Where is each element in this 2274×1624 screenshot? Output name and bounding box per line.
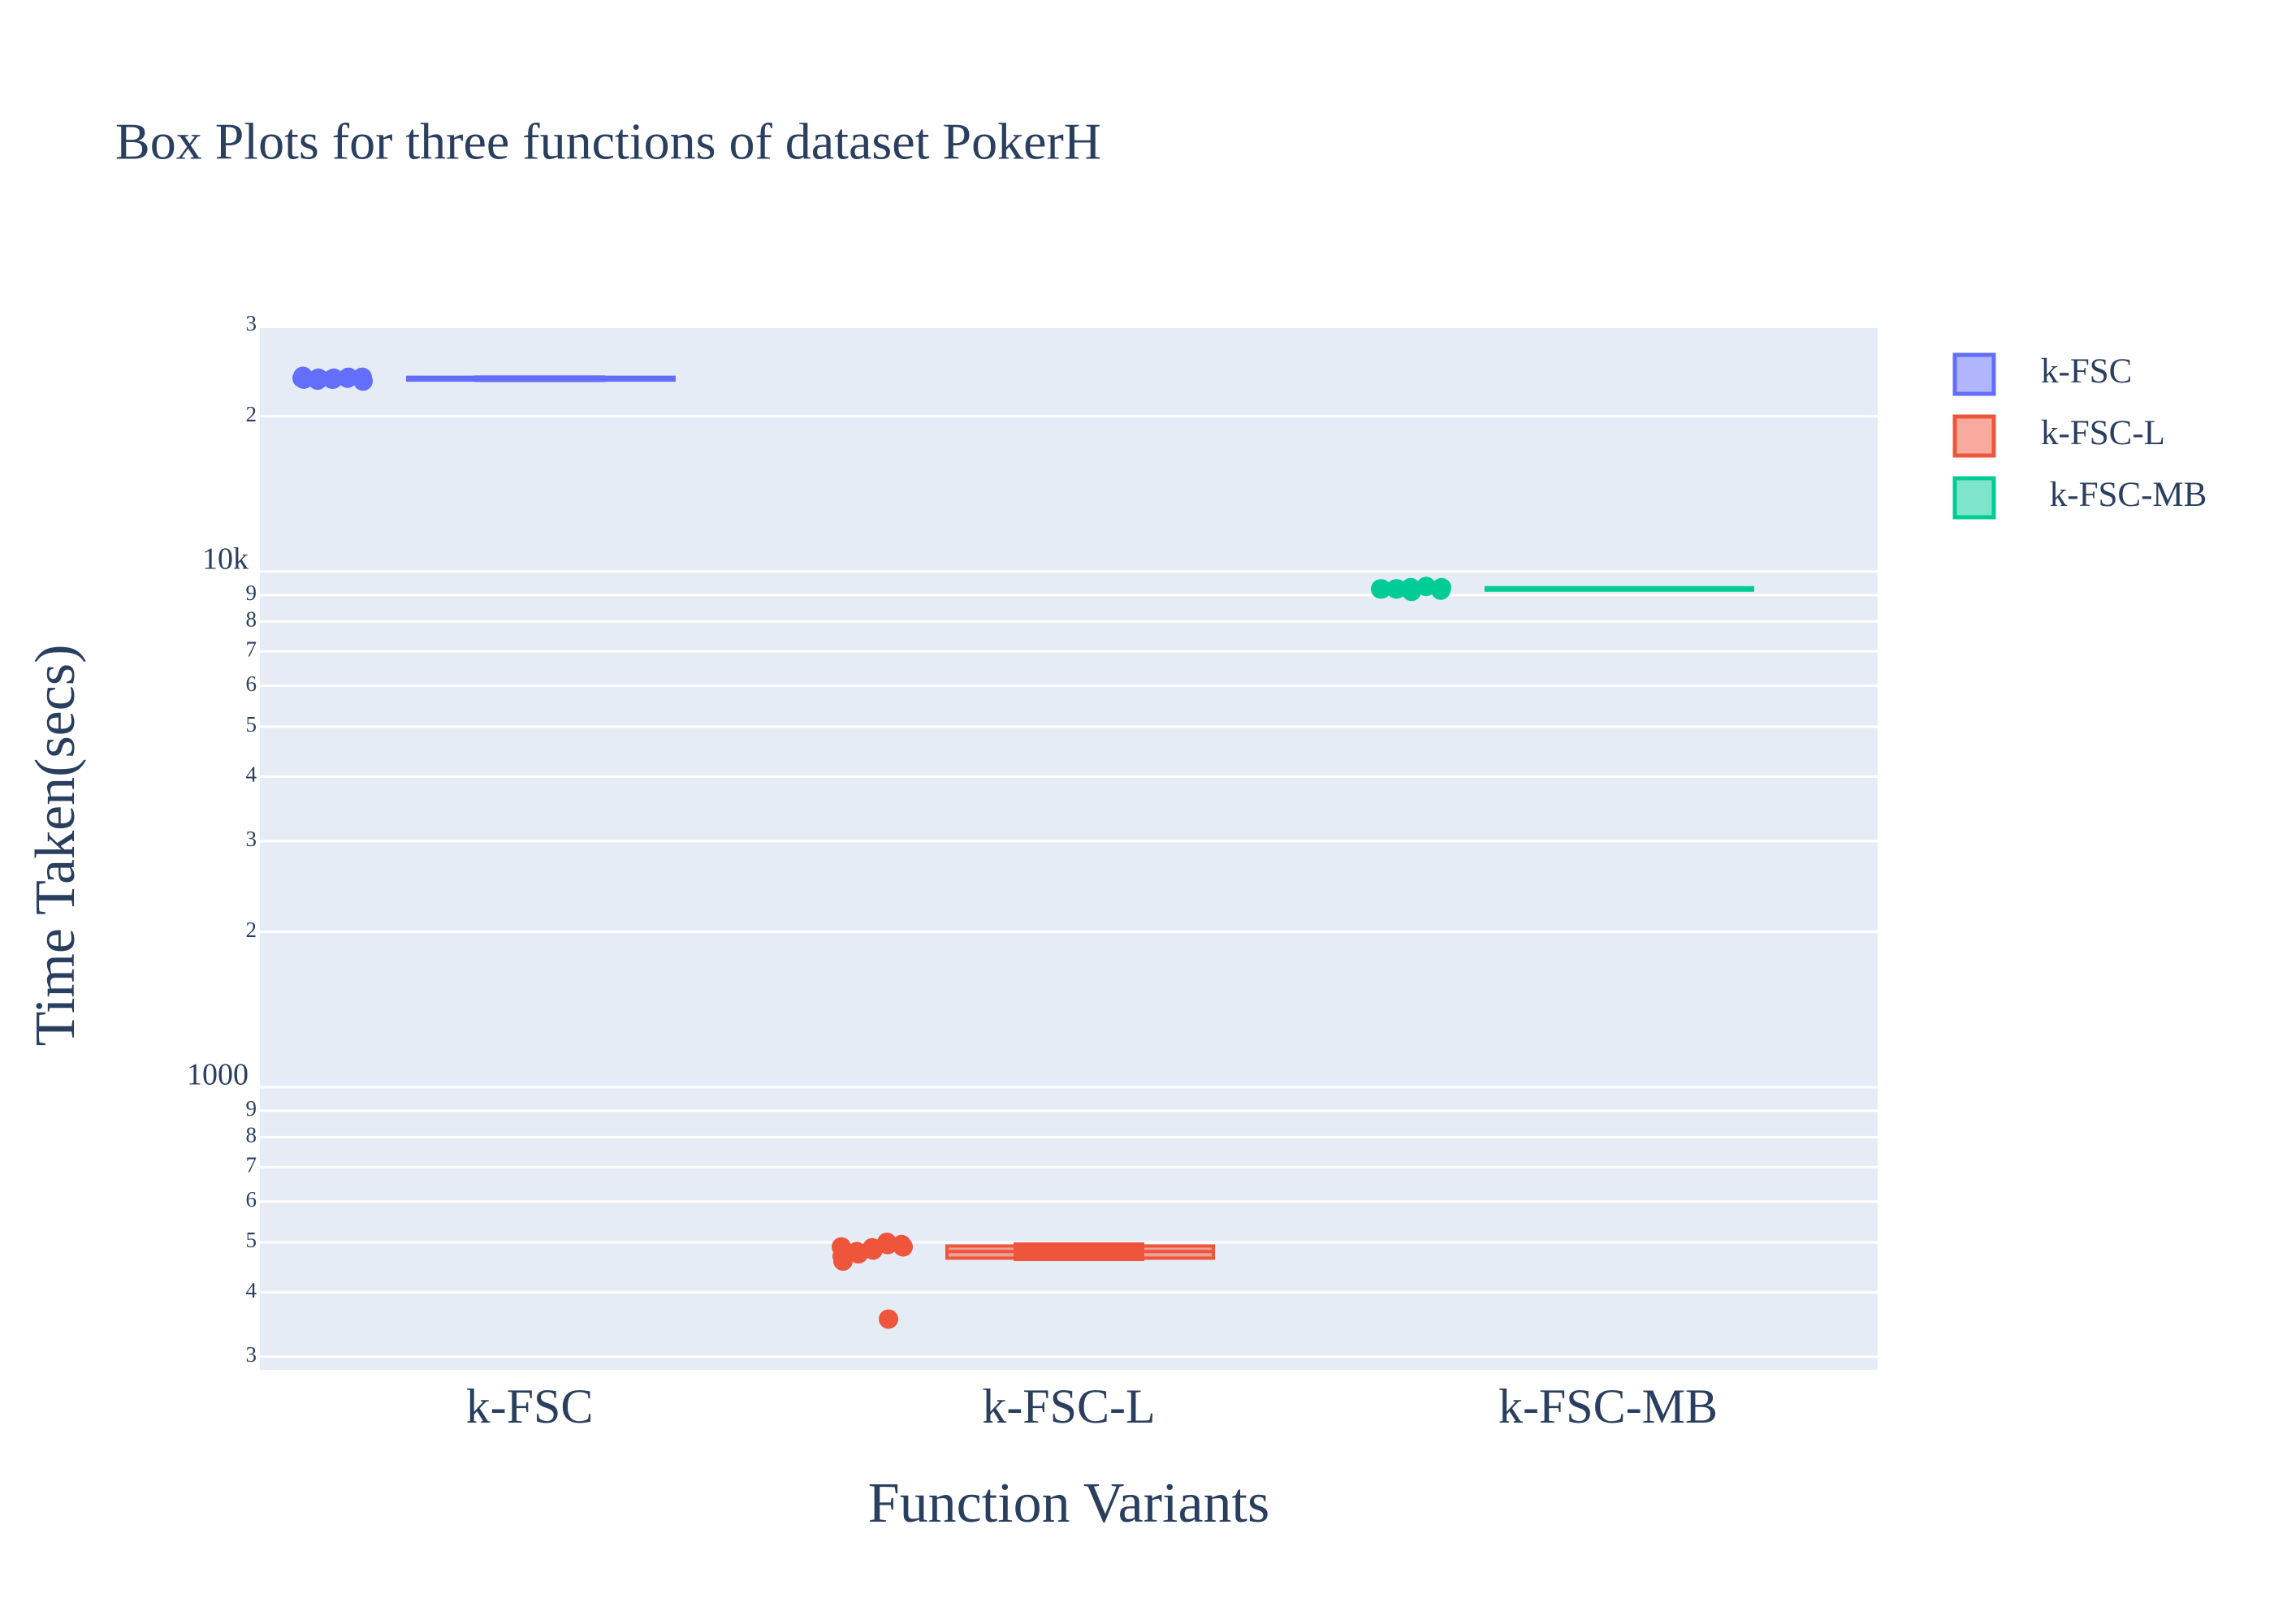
- y-tick-label: 10k: [202, 542, 249, 576]
- data-point: [833, 1251, 853, 1272]
- legend-label: k-FSC-MB: [2041, 476, 2207, 514]
- data-point: [1432, 577, 1451, 598]
- x-axis-title: Function Variants: [868, 1472, 1270, 1535]
- data-point: [324, 368, 344, 388]
- data-point: [879, 1309, 898, 1329]
- y-tick-label: 5: [246, 712, 257, 736]
- y-tick-label: 4: [246, 1278, 257, 1302]
- data-point: [309, 368, 328, 388]
- data-point: [294, 369, 313, 389]
- x-tick-label: k-FSC-L: [982, 1380, 1155, 1433]
- y-tick-label: 8: [246, 1123, 257, 1147]
- legend-swatch: [1952, 476, 1996, 520]
- data-point: [1402, 581, 1421, 602]
- data-point: [1372, 579, 1391, 599]
- y-tick-label: 9: [246, 1096, 257, 1121]
- data-point: [339, 367, 358, 387]
- data-point: [849, 1244, 868, 1264]
- data-point: [893, 1237, 913, 1257]
- y-tick-label: 6: [246, 672, 257, 696]
- y-tick-label: 2: [246, 402, 257, 426]
- y-axis-title: Time Taken(secs): [24, 645, 87, 1047]
- y-tick-label: 3: [246, 311, 257, 335]
- data-point: [1387, 579, 1407, 599]
- x-tick-label: k-FSC: [466, 1380, 594, 1433]
- y-tick-label: 8: [246, 607, 257, 632]
- data-point: [353, 371, 373, 391]
- y-tick-label: 6: [246, 1187, 257, 1212]
- data-point: [863, 1240, 883, 1260]
- y-tick-label: 3: [246, 827, 257, 851]
- y-tick-label: 3: [246, 1342, 257, 1367]
- y-tick-label: 4: [246, 762, 257, 787]
- chart-title: Box Plots for three functions of dataset…: [115, 113, 1101, 171]
- legend-label: k-FSC-L: [2041, 414, 2165, 452]
- plot-area: [260, 328, 1878, 1370]
- y-tick-label: 7: [246, 1152, 257, 1177]
- y-tick-label: 1000: [187, 1058, 249, 1092]
- y-tick-label: 9: [246, 581, 257, 605]
- x-tick-label: k-FSC-MB: [1498, 1380, 1718, 1433]
- data-point: [878, 1234, 897, 1255]
- data-point: [1416, 577, 1436, 597]
- y-tick-label: 5: [246, 1228, 257, 1252]
- legend-swatch: [1952, 352, 1996, 396]
- legend-swatch: [1952, 414, 1996, 458]
- y-tick-label: 7: [246, 637, 257, 661]
- y-tick-label: 2: [246, 918, 257, 942]
- legend-label: k-FSC: [2041, 352, 2132, 391]
